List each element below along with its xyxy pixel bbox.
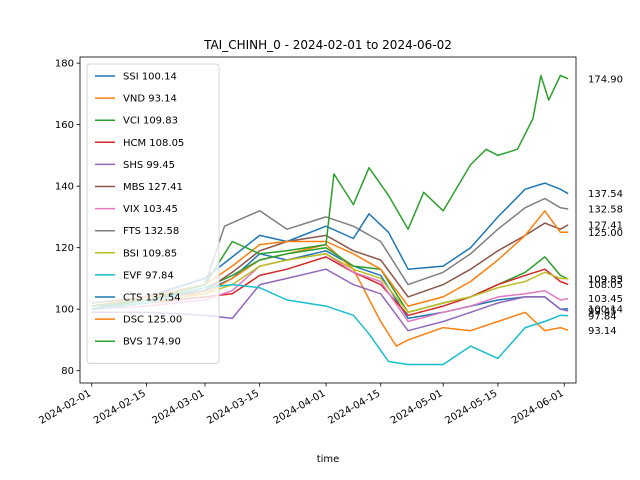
y-axis: 80 100 120 140 160 180 [55,59,80,377]
series-line-11 [91,210,569,307]
x-tick-label: 2024-03-15 [205,388,261,427]
series-line-6 [91,253,569,323]
legend-entry-8: BSI 109.85 [123,248,177,259]
end-label-4: 99.45 [588,306,617,317]
x-tick-label: 2024-02-15 [92,388,148,427]
x-tick-label: 2024-06-01 [510,388,566,427]
series-line-1 [91,243,569,347]
series-line-3 [91,256,569,317]
end-label-10: 137.54 [588,189,623,200]
legend-entry-2: VCI 109.83 [123,116,178,127]
y-tick-label: 80 [61,366,74,377]
x-tick-label: 2024-04-01 [272,388,328,427]
end-label-7: 132.58 [588,204,623,215]
legend-entry-1: VND 93.14 [123,94,177,105]
y-tick-label: 120 [55,243,74,254]
end-label-2: 109.83 [588,274,623,285]
legend-entry-12: BVS 174.90 [123,337,181,348]
legend-entry-3: HCM 108.05 [123,138,184,149]
plot-frame [79,56,577,384]
end-label-11: 125.00 [588,228,623,239]
series-line-4 [91,268,569,332]
legend-entry-4: SHS 99.45 [123,160,175,171]
x-tick-label: 2024-02-01 [37,388,93,427]
x-tick-label: 2024-04-15 [326,388,382,427]
series-line-8 [91,253,569,314]
end-label-8: 109.85 [588,274,623,285]
end-label-0: 100.14 [588,304,623,315]
legend-box [86,63,220,364]
y-tick-label: 160 [55,120,74,131]
legend-entry-0: SSI 100.14 [123,72,177,83]
plot-area [91,74,569,366]
legend: SSI 100.14 VND 93.14 VCI 109.83 HCM 108.05 S… [86,63,220,364]
legend-entry-11: DSC 125.00 [123,315,182,326]
end-label-6: 103.45 [588,294,623,305]
legend-entry-6: VIX 103.45 [123,204,178,215]
end-label-1: 93.14 [588,326,617,337]
series-line-9 [91,283,569,366]
series-line-12 [91,74,569,307]
legend-entry-7: FTS 132.58 [123,226,179,237]
series-line-10 [91,182,569,310]
end-label-9: 97.84 [588,311,617,322]
end-label-3: 108.05 [588,280,623,291]
x-tick-label: 2024-05-01 [389,388,445,427]
y-tick-label: 100 [55,305,74,316]
x-tick-label: 2024-05-15 [444,388,500,427]
x-tick-label: 2024-03-01 [151,388,207,427]
legend-entry-10: CTS 137.54 [123,293,181,304]
legend-entry-5: MBS 127.41 [123,182,183,193]
y-tick-label: 140 [55,182,74,193]
series-line-5 [91,222,569,307]
legend-entry-9: EVF 97.84 [123,270,174,281]
chart-title: TAI_CHINH_0 - 2024-02-01 to 2024-06-02 [203,38,452,52]
y-tick-label: 180 [55,59,74,70]
end-label-5: 127.41 [588,220,623,231]
x-axis-label: time [317,454,340,465]
end-label-12: 174.90 [588,74,623,85]
